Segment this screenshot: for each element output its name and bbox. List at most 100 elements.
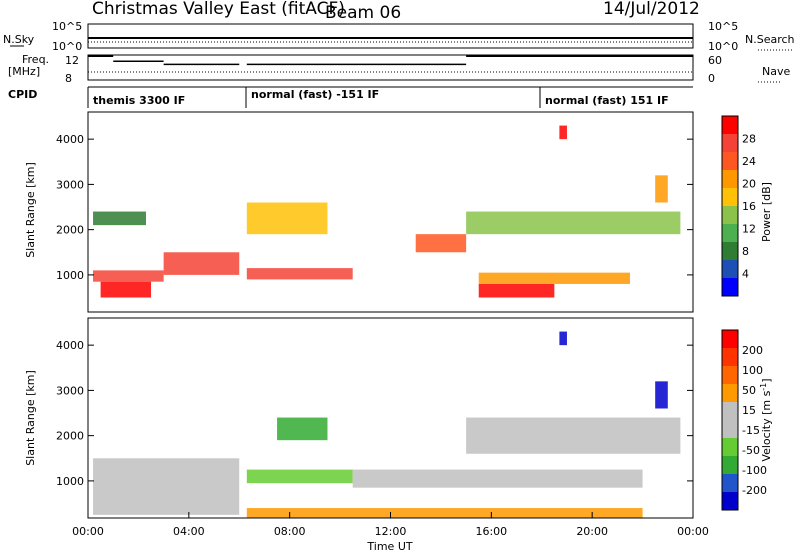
data-band	[277, 417, 328, 441]
cpid-label: CPID	[8, 88, 37, 101]
x-tick-label: 12:00	[375, 525, 407, 538]
colorbar-tick-label: 15	[742, 404, 756, 417]
velocity-y-label: Slant Range [km]	[24, 370, 37, 466]
data-band	[466, 211, 681, 235]
noise-left-label: N.Sky	[3, 33, 35, 46]
colorbar-swatch	[722, 420, 738, 438]
colorbar-tick-label: 50	[742, 384, 756, 397]
colorbar-swatch	[722, 330, 738, 348]
colorbar-tick-label: 24	[742, 155, 756, 168]
power-panel-frame	[87, 111, 694, 313]
x-tick-label: 00:00	[677, 525, 709, 538]
noise-right-tick-top: 10^5	[708, 20, 738, 33]
x-tick-label: 04:00	[173, 525, 205, 538]
colorbar-swatch	[722, 474, 738, 492]
colorbar-tick-label: -200	[742, 484, 767, 497]
power-heatmap	[93, 125, 681, 298]
colorbar-tick-label: 12	[742, 223, 756, 236]
data-band	[100, 281, 152, 298]
colorbar-swatch	[722, 260, 738, 278]
colorbar-tick-label: -15	[742, 424, 760, 437]
cpid-segment-2: normal (fast) -151 IF	[251, 88, 379, 101]
data-band	[93, 458, 240, 515]
cpid-segment-1: themis 3300 IF	[93, 94, 185, 107]
colorbar-swatch	[722, 188, 738, 206]
data-band	[246, 268, 353, 280]
velocity-heatmap	[93, 331, 681, 518]
noise-traces	[88, 37, 693, 43]
colorbar-swatch	[722, 152, 738, 170]
colorbar-swatch	[722, 384, 738, 402]
colorbar-frame	[721, 329, 739, 511]
colorbar-frame	[721, 115, 739, 297]
y-tick-label: 4000	[56, 133, 84, 146]
y-tick-label: 1000	[56, 475, 84, 488]
data-band	[93, 270, 164, 282]
freq-label-1: Freq.	[22, 53, 49, 66]
velocity-y-axis: 4000 3000 2000 1000	[56, 339, 693, 488]
freq-traces	[88, 55, 693, 73]
colorbar-swatch	[722, 242, 738, 260]
colorbar-swatch	[722, 492, 738, 510]
data-band	[352, 469, 643, 488]
date-label: 14/Jul/2012	[603, 0, 700, 19]
power-colorbar: 28 24 20 16 12 8 4	[721, 115, 756, 297]
noise-panel-frame	[87, 23, 694, 49]
noise-left-tick-bottom: 10^0	[52, 40, 82, 53]
y-tick-label: 2000	[56, 224, 84, 237]
noise-right-label: N.Search	[745, 33, 795, 46]
freq-right-tick-bottom: 0	[708, 72, 715, 85]
colorbar-swatch	[722, 170, 738, 188]
data-band	[93, 211, 146, 226]
data-band	[163, 252, 240, 275]
colorbar-tick-label: 200	[742, 344, 763, 357]
freq-left-tick-top: 12	[65, 54, 79, 67]
x-tick-label: 20:00	[576, 525, 608, 538]
data-band	[246, 469, 353, 484]
noise-right-tick-bottom: 10^0	[708, 40, 738, 53]
colorbar-swatch	[722, 206, 738, 224]
plot-title: Christmas Valley East (fitACF)	[92, 0, 345, 19]
x-tick-label: 08:00	[274, 525, 306, 538]
data-band	[559, 331, 567, 346]
beam-label: Beam 06	[325, 3, 401, 23]
time-axis: 00:00 04:00 08:00 12:00 16:00 20:00 00:00	[72, 512, 709, 538]
y-tick-label: 3000	[56, 384, 84, 397]
data-band	[478, 283, 555, 298]
freq-left-tick-bottom: 8	[65, 72, 72, 85]
data-band	[655, 175, 668, 203]
x-tick-label: 16:00	[475, 525, 507, 538]
velocity-colorbar: 200 100 50 15 -15 -50 -100 -200	[721, 329, 767, 511]
power-y-axis: 4000 3000 2000 1000	[56, 133, 693, 282]
colorbar-tick-label: 16	[742, 200, 756, 213]
freq-label-2: [MHz]	[8, 65, 40, 78]
y-tick-label: 1000	[56, 269, 84, 282]
colorbar-tick-label: 100	[742, 364, 763, 377]
x-tick-label: 00:00	[72, 525, 104, 538]
data-band	[415, 234, 467, 253]
colorbar-swatch	[722, 366, 738, 384]
data-band	[478, 272, 630, 284]
power-colorbar-label: Power [dB]	[760, 182, 773, 242]
nave-label: Nave	[762, 65, 790, 78]
colorbar-swatch	[722, 402, 738, 420]
noise-left-tick-top: 10^5	[52, 20, 82, 33]
cpid-segment-3: normal (fast) 151 IF	[545, 94, 669, 107]
colorbar-swatch	[722, 134, 738, 152]
colorbar-swatch	[722, 438, 738, 456]
colorbar-swatch	[722, 116, 738, 134]
y-tick-label: 3000	[56, 178, 84, 191]
colorbar-swatch	[722, 224, 738, 242]
data-band	[559, 125, 567, 140]
freq-panel-frame	[87, 54, 694, 81]
colorbar-tick-label: 8	[742, 245, 749, 258]
y-tick-label: 2000	[56, 430, 84, 443]
x-axis-label: Time UT	[366, 540, 412, 553]
colorbar-tick-label: 20	[742, 178, 756, 191]
freq-right-tick-top: 60	[708, 54, 722, 67]
velocity-colorbar-label: Velocity [m s-1]	[759, 378, 774, 461]
colorbar-tick-label: 4	[742, 268, 749, 281]
colorbar-swatch	[722, 278, 738, 296]
colorbar-tick-label: -50	[742, 444, 760, 457]
